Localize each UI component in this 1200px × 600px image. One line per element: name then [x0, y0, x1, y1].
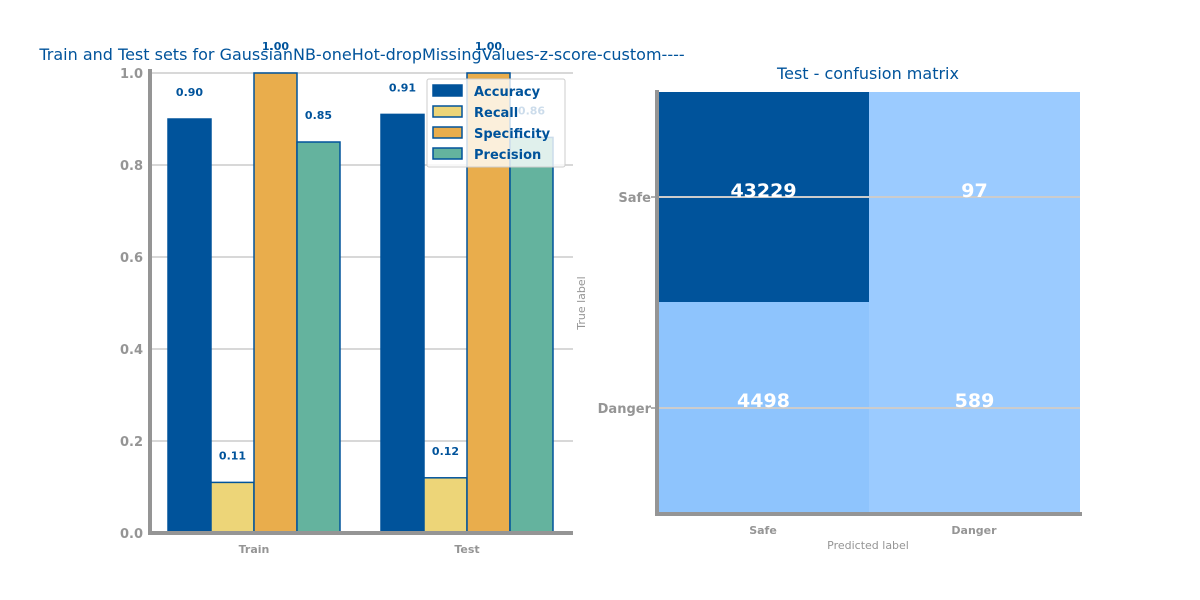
- cm-cell-labels: 43229 97 4498 589: [730, 180, 994, 412]
- legend-swatch-recall: [432, 105, 463, 118]
- bar-x-tick-label: Test: [454, 543, 479, 556]
- legend-label-accuracy: Accuracy: [474, 85, 541, 100]
- legend-label-precision: Precision: [474, 148, 541, 163]
- bar-precision-train: [296, 141, 341, 534]
- bar-accuracy-train: [167, 118, 212, 534]
- legend-swatch-precision: [432, 147, 463, 160]
- bar-y-tick-label: 0.4: [120, 343, 143, 358]
- bar-precision-test: [509, 136, 554, 534]
- cm-axes: [655, 90, 1082, 516]
- bar-x-ticks: Train Test: [239, 543, 480, 556]
- bar-data-label: 0.90: [176, 86, 203, 99]
- bar-legend: Accuracy Recall Specificity Precision: [426, 78, 566, 168]
- cm-x-axis-label: Predicted label: [827, 539, 909, 552]
- bar-x-tick-label: Train: [239, 543, 270, 556]
- cm-gridlines: [658, 196, 1080, 409]
- cm-cell-value: 43229: [730, 180, 796, 202]
- bar-y-tick-label: 1.0: [120, 67, 143, 82]
- cm-title: Test - confusion matrix: [776, 64, 959, 83]
- bar-chart-title: Train and Test sets for GaussianNB-oneHo…: [38, 45, 684, 64]
- cm-y-tick-label: Safe: [618, 191, 651, 206]
- bar-data-label: 0.91: [389, 81, 416, 94]
- bar-y-tick-label: 0.8: [120, 159, 143, 174]
- bar-specificity-train: [253, 72, 298, 534]
- cm-cell-value: 4498: [737, 390, 790, 412]
- bar-y-tick-label: 0.0: [120, 527, 143, 542]
- cm-x-tick-label: Danger: [951, 524, 997, 537]
- legend-swatch-accuracy: [432, 84, 463, 97]
- bar-data-label: 0.11: [219, 449, 246, 462]
- bar-recall-train: [210, 481, 255, 534]
- legend-label-recall: Recall: [474, 106, 518, 121]
- confusion-matrix: 43229 97 4498 589 Safe Danger Safe Danger Test…: [575, 64, 1082, 552]
- bar-data-label: 1.00: [262, 40, 289, 53]
- legend-label-specificity: Specificity: [474, 127, 551, 142]
- cm-cells: [658, 92, 1080, 512]
- legend-swatch-specificity: [432, 126, 463, 139]
- bar-data-label: 1.00: [475, 40, 502, 53]
- cm-y-axis-label: True label: [575, 276, 588, 330]
- cm-cell-value: 97: [961, 180, 987, 202]
- cm-y-tick-label: Danger: [598, 402, 652, 417]
- bar-series: [167, 72, 554, 534]
- bar-y-tick-label: 0.2: [120, 435, 143, 450]
- bar-y-tick-label: 0.6: [120, 251, 143, 266]
- cm-x-tick-label: Safe: [749, 524, 777, 537]
- bar-accuracy-test: [380, 113, 425, 534]
- bar-recall-test: [423, 477, 468, 534]
- cm-ticks: Safe Danger Safe Danger: [598, 191, 998, 537]
- legend-box: [426, 78, 566, 168]
- bar-data-label: 0.85: [305, 109, 332, 122]
- bar-data-label: 0.12: [432, 445, 459, 458]
- bar-chart: 0.0 0.2 0.4 0.6 0.8 1.0 Train Test 0.90 0.11 1.0…: [38, 40, 684, 556]
- bar-y-ticks: 0.0 0.2 0.4 0.6 0.8 1.0: [120, 67, 143, 542]
- cm-cell-value: 589: [955, 390, 995, 412]
- bar-axes: [148, 69, 573, 535]
